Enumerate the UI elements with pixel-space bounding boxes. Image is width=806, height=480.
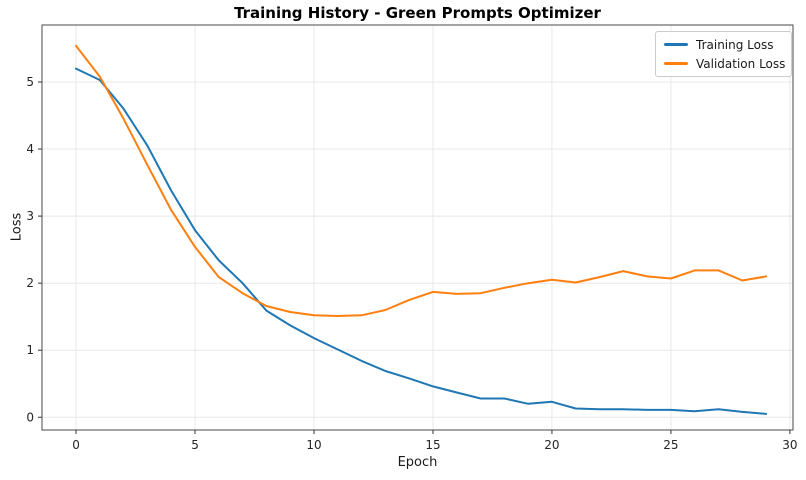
x-tick-label-15: 15 (425, 438, 440, 452)
legend-label-validation: Validation Loss (696, 56, 786, 71)
legend-line-swatch-training (664, 43, 688, 46)
spines (41, 24, 794, 431)
x-tick-label-5: 5 (191, 438, 199, 452)
chart-title: Training History - Green Prompts Optimiz… (234, 4, 601, 22)
x-tick-label-20: 20 (544, 438, 559, 452)
x-tick-label-10: 10 (306, 438, 321, 452)
x-tick-label-30: 30 (782, 438, 797, 452)
y-tick-label-4: 4 (26, 142, 34, 156)
tick-layer: 0 5 10 15 20 25 30 0 1 2 3 4 5 (26, 75, 797, 452)
x-tick-label-0: 0 (72, 438, 80, 452)
legend-item-training-loss: Training Loss (664, 38, 783, 52)
legend-item-validation-loss: Validation Loss (664, 56, 786, 71)
legend: Training Loss Validation Loss (655, 31, 792, 77)
x-tick-label-25: 25 (663, 438, 678, 452)
y-axis-label: Loss (9, 212, 25, 242)
series-layer (75, 44, 768, 415)
x-axis-label: Epoch (397, 455, 438, 470)
legend-line-swatch-validation (664, 62, 688, 65)
y-tick-label-3: 3 (26, 209, 34, 223)
legend-label-training: Training Loss (696, 37, 774, 52)
training-loss-line (75, 67, 768, 415)
y-tick-label-2: 2 (26, 276, 34, 290)
validation-loss-line (75, 44, 768, 317)
y-tick-label-0: 0 (26, 410, 34, 424)
axes-spines (41, 24, 794, 431)
y-tick-label-1: 1 (26, 343, 34, 357)
plot-area (42, 25, 793, 430)
y-tick-label-5: 5 (26, 75, 34, 89)
grid-layer (42, 25, 793, 430)
